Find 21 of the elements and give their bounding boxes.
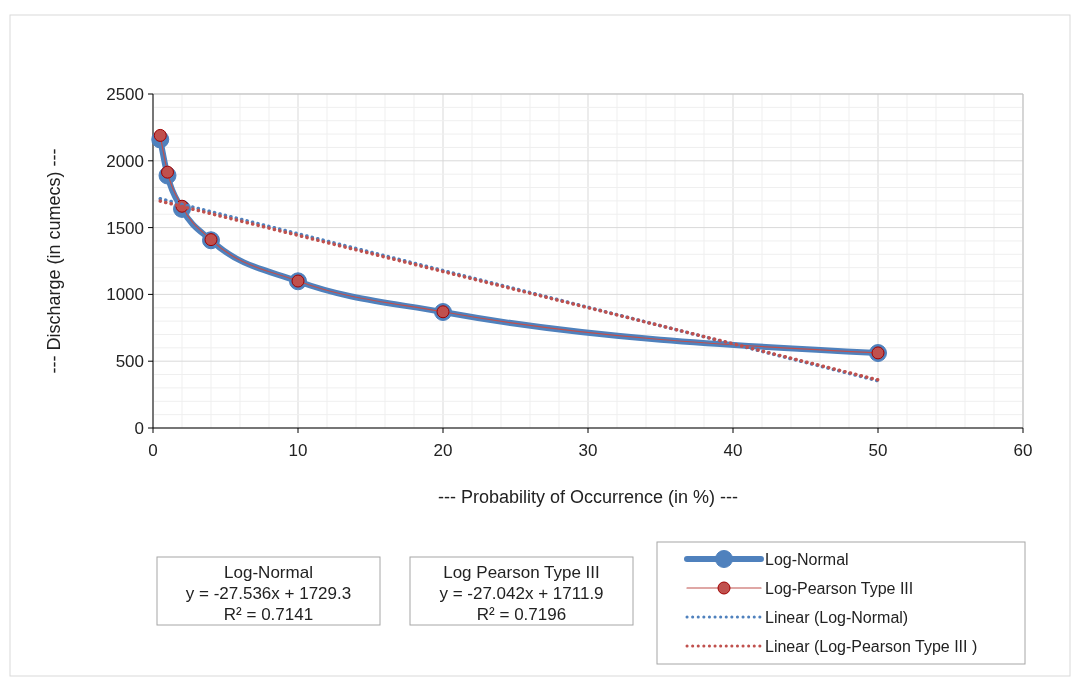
- legend-label: Log-Pearson Type III: [765, 580, 914, 597]
- y-tick-label: 2000: [106, 151, 144, 171]
- legend-label: Log-Normal: [765, 551, 849, 568]
- y-tick-label: 1500: [106, 218, 144, 238]
- x-tick-label: 40: [723, 441, 743, 460]
- y-tick-label: 1000: [106, 285, 144, 305]
- y-axis-title: --- Discharge (in cumecs) ---: [44, 148, 64, 374]
- legend-label: Linear (Log-Normal): [765, 609, 909, 626]
- legend-label: Linear (Log-Pearson Type III ): [765, 638, 978, 655]
- x-tick-label: 30: [578, 441, 598, 460]
- text: Log-Normal y = -27.536x + 1729.3 R² = 0.7141: [185, 563, 352, 624]
- x-tick-label: 0: [148, 441, 158, 460]
- x-tick-label: 10: [288, 441, 308, 460]
- y-tick-label: 0: [134, 419, 144, 438]
- x-tick-label: 50: [868, 441, 888, 460]
- x-axis-title: --- Probability of Occurrence (in %) ---: [437, 487, 739, 507]
- text: Log Pearson Type III y = -27.042x + 1711.9 R² = 0.7196: [439, 563, 604, 624]
- x-tick-label: 20: [433, 441, 453, 460]
- x-tick-label: 60: [1013, 441, 1033, 460]
- y-tick-label: 2500: [106, 85, 144, 104]
- y-tick-label: 500: [115, 352, 144, 372]
